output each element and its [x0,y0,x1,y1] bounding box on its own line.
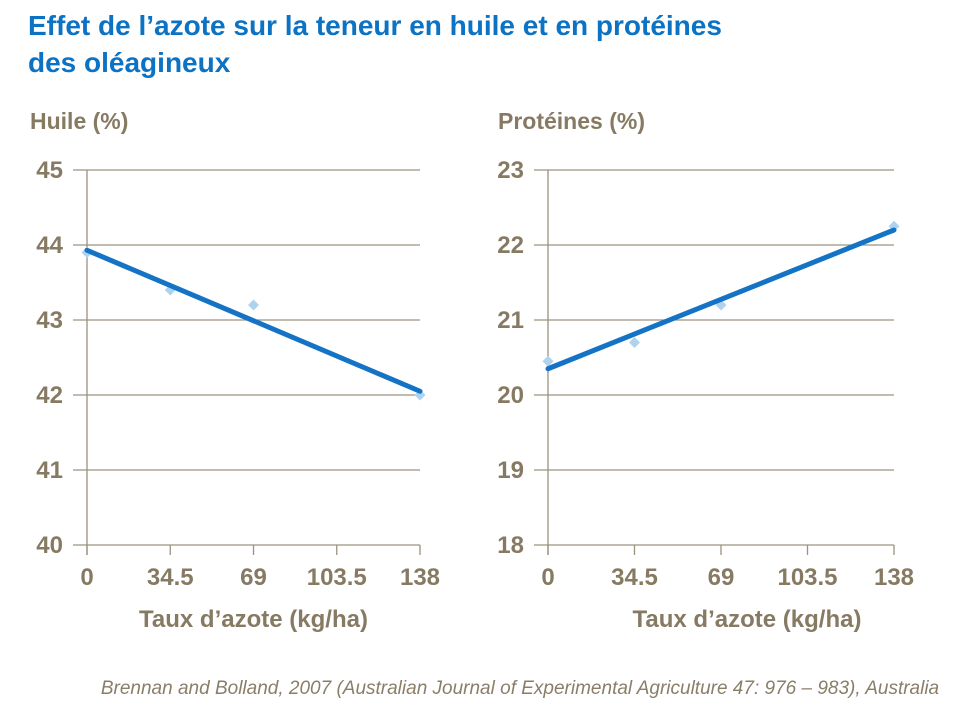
x-tick-label: 34.5 [611,564,658,591]
y-tick-label: 40 [36,532,63,559]
y-tick-label: 41 [36,457,63,484]
y-tick-label: 43 [36,307,63,334]
x-tick-label: 69 [240,564,267,591]
trend-line [545,227,897,372]
y-tick-label: 18 [497,532,524,559]
y-tick-label: 20 [497,382,524,409]
chart-title-proteines: Protéines (%) [498,108,645,134]
slide-title-line1: Effet de l’azote sur la teneur en huile … [28,10,722,41]
x-tick-label: 69 [708,564,735,591]
x-tick-label: 138 [400,564,440,591]
source-citation: Brennan and Bolland, 2007 (Australian Jo… [100,678,940,699]
x-tick-label: 0 [541,564,554,591]
y-tick-label: 42 [36,382,63,409]
y-tick-label: 23 [497,157,524,184]
data-point-marker [629,337,640,348]
x-tick-label: 103.5 [777,564,837,591]
x-tick-label: 34.5 [147,564,194,591]
trend-line [84,247,423,394]
y-tick-label: 22 [497,232,524,259]
chart-title-huile: Huile (%) [30,108,129,134]
y-tick-label: 44 [36,232,63,259]
x-axis-title-huile: Taux d’azote (kg/ha) [139,606,368,633]
y-tick-label: 45 [36,157,63,184]
y-tick-label: 21 [497,307,524,334]
slide-title-line2: des oléagineux [28,46,231,78]
slide-title: Effet de l’azote sur la teneur en huile … [28,8,828,82]
y-tick-label: 19 [497,457,524,484]
data-point-marker [542,355,554,367]
x-tick-label: 138 [874,564,914,591]
x-tick-label: 103.5 [307,564,367,591]
x-tick-label: 0 [80,564,93,591]
data-point-marker [248,299,259,311]
x-axis-title-proteines: Taux d’azote (kg/ha) [632,606,862,633]
